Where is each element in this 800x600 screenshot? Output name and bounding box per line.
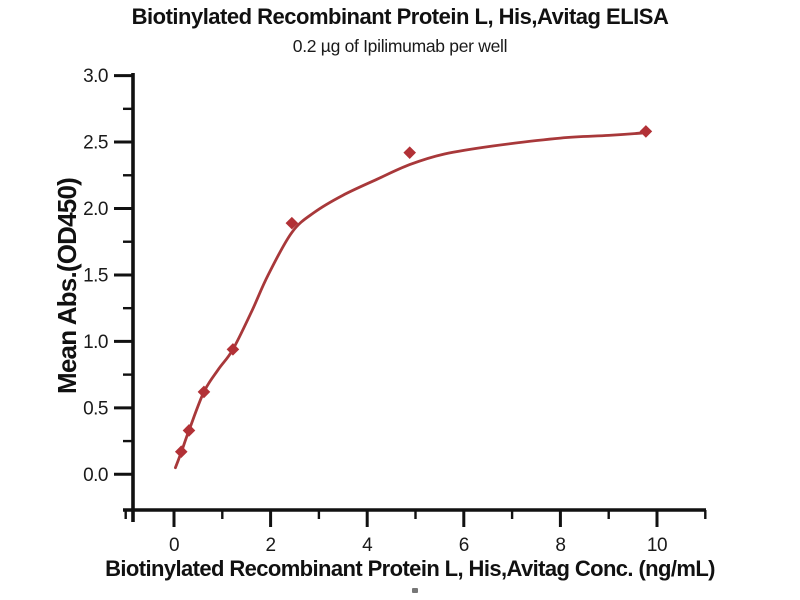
x-tick-label: 6 bbox=[459, 535, 469, 556]
y-tick-label: 0.0 bbox=[83, 465, 108, 486]
y-tick-label: 3.0 bbox=[83, 66, 108, 87]
data-point-marker bbox=[174, 445, 188, 459]
data-point-marker bbox=[403, 146, 417, 159]
data-point-marker bbox=[285, 216, 299, 230]
data-point-marker bbox=[226, 343, 240, 356]
y-tick-label: 1.5 bbox=[83, 265, 108, 286]
chart-title: Biotinylated Recombinant Protein L, His,… bbox=[131, 4, 669, 29]
data-point-marker bbox=[197, 385, 211, 399]
chart-subtitle: 0.2 µg of Ipilimumab per well bbox=[292, 36, 508, 56]
data-point-marker bbox=[182, 424, 196, 437]
x-tick-label: 10 bbox=[647, 535, 667, 556]
fit-curve bbox=[174, 131, 648, 470]
x-tick-label: 0 bbox=[169, 535, 179, 556]
x-axis-label: Biotinylated Recombinant Protein L, His,… bbox=[105, 556, 715, 581]
y-tick-label: 0.5 bbox=[83, 398, 108, 419]
y-tick-label: 2.5 bbox=[83, 133, 108, 154]
x-tick-label: 2 bbox=[266, 535, 276, 556]
data-point-marker bbox=[639, 125, 653, 138]
x-tick-label: 8 bbox=[555, 535, 565, 556]
y-tick-label: 2.0 bbox=[83, 199, 108, 220]
cropped-text-fragment bbox=[412, 588, 418, 593]
y-axis-label: Mean Abs.(OD450) bbox=[52, 178, 82, 394]
x-tick-label: 4 bbox=[362, 535, 373, 556]
y-tick-label: 1.0 bbox=[83, 332, 108, 353]
